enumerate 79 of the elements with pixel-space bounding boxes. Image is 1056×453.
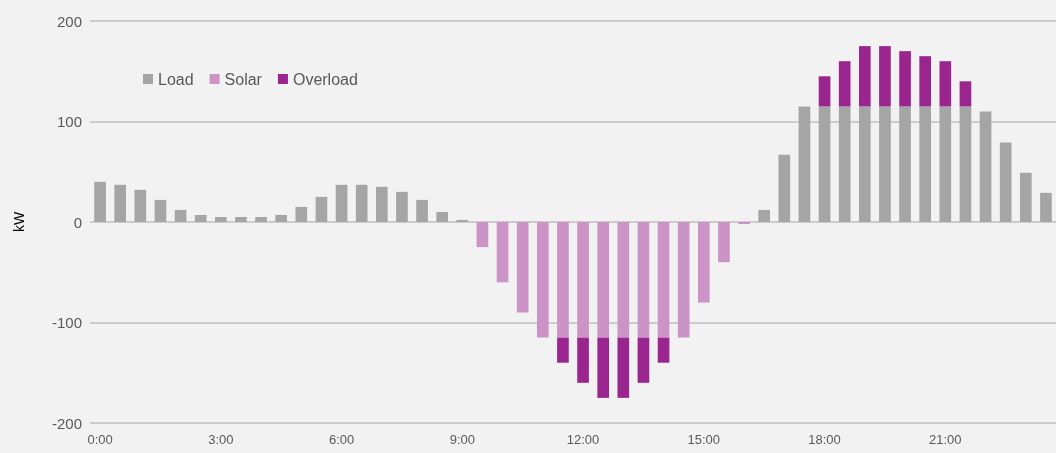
bar (396, 191, 408, 222)
x-tick-label: 12:00 (566, 432, 600, 447)
bar (657, 337, 670, 363)
bar (959, 106, 972, 222)
bar (617, 337, 630, 398)
bar (375, 186, 388, 222)
legend-label: Overload (292, 70, 358, 88)
bar (1040, 192, 1052, 222)
bar (758, 209, 771, 222)
x-tick-label: 21:00 (929, 432, 962, 447)
bar (919, 56, 932, 107)
bar (516, 222, 529, 313)
bar (134, 189, 147, 222)
x-tick-label: 0:00 (87, 432, 113, 447)
legend-label: Load (158, 70, 194, 88)
bar (214, 216, 227, 222)
bar (496, 222, 509, 283)
bar (436, 211, 449, 222)
bar (597, 222, 610, 338)
bar (858, 46, 871, 107)
x-tick-label: 15:00 (687, 432, 721, 447)
bar (959, 81, 972, 107)
x-tick-label: 9:00 (449, 432, 475, 447)
bar (798, 106, 811, 222)
y-tick-label: 200 (56, 12, 82, 30)
bar (979, 111, 992, 222)
bar (577, 222, 589, 338)
bar (657, 222, 670, 338)
bar (899, 51, 911, 107)
bar (275, 214, 288, 222)
bar (838, 61, 851, 107)
bar (617, 222, 630, 338)
bar (919, 106, 932, 222)
bar (557, 222, 569, 338)
bar (154, 199, 167, 222)
bar (718, 222, 730, 263)
bar (355, 184, 368, 222)
bar (114, 184, 127, 222)
bar (577, 337, 589, 383)
bar (315, 196, 328, 222)
bar (255, 216, 267, 222)
bar (557, 337, 569, 363)
y-axis-title: kW (11, 211, 27, 233)
bar (697, 222, 710, 303)
bar (778, 154, 791, 222)
bar (738, 222, 750, 225)
bar (456, 219, 469, 222)
bar (838, 106, 851, 222)
bar (939, 106, 952, 222)
y-tick-label: -200 (51, 414, 82, 432)
bar (174, 209, 187, 222)
bar (637, 222, 650, 338)
bar (899, 106, 911, 222)
bar (637, 337, 650, 383)
x-tick-label: 3:00 (208, 432, 234, 447)
bar (879, 106, 891, 222)
bar (194, 214, 207, 222)
bar (295, 206, 308, 222)
bar (597, 337, 610, 398)
bar (939, 61, 952, 107)
bar (335, 184, 348, 222)
bar (235, 216, 247, 222)
bar (858, 106, 871, 222)
legend-label: Solar (224, 70, 263, 88)
bar (94, 181, 106, 222)
bar (536, 222, 549, 338)
bar (818, 76, 831, 107)
bar (476, 222, 489, 248)
bar (999, 142, 1012, 222)
y-tick-label: 0 (73, 213, 82, 231)
y-tick-label: -100 (51, 314, 82, 331)
y-tick-label: 100 (56, 113, 82, 130)
bar (1019, 172, 1032, 222)
bar (416, 199, 428, 222)
x-tick-label: 6:00 (328, 432, 355, 447)
bar (677, 222, 690, 338)
bar (879, 46, 891, 107)
bar (818, 106, 831, 222)
x-tick-label: 18:00 (808, 432, 841, 447)
